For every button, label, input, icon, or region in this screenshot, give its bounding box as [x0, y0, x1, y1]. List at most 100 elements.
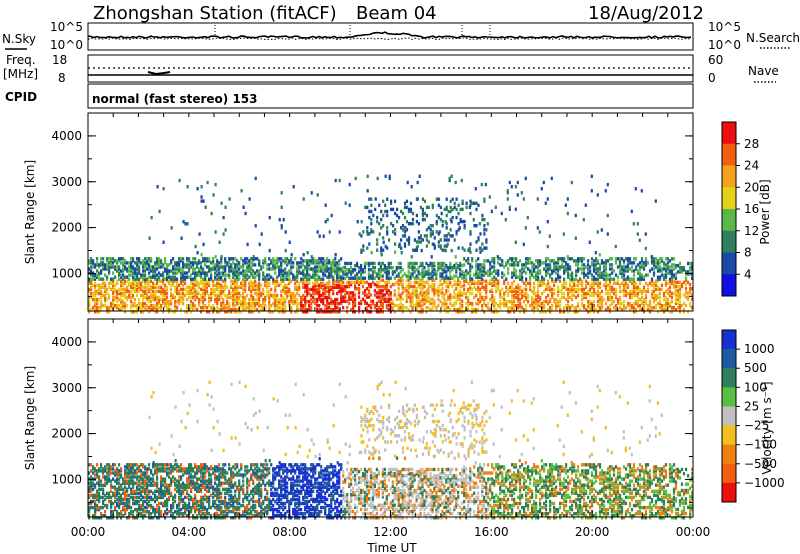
- range-gate-cell: [286, 293, 289, 298]
- range-gate-cell: [501, 275, 504, 279]
- range-gate-cell: [567, 271, 570, 275]
- range-gate-cell: [350, 282, 353, 287]
- range-gate-cell: [296, 269, 299, 273]
- freq-right-tick-top: 60: [708, 53, 723, 67]
- range-gate-cell: [628, 308, 632, 312]
- range-gate-cell: [336, 301, 339, 306]
- range-gate-cell: [88, 301, 91, 306]
- range-gate-cell: [90, 269, 93, 273]
- range-gate-cell: [306, 291, 309, 296]
- range-gate-cell: [465, 291, 468, 296]
- range-gate-cell: [654, 265, 658, 269]
- range-gate-cell: [589, 308, 592, 312]
- range-gate-cell: [654, 304, 658, 308]
- range-gate-cell: [262, 259, 265, 263]
- range-gate-cell: [636, 271, 640, 275]
- range-gate-cell: [569, 295, 572, 300]
- range-gate-cell: [646, 287, 650, 292]
- range-gate-cell: [110, 279, 113, 283]
- range-gate-cell: [636, 299, 640, 304]
- range-gate-cell: [509, 289, 512, 294]
- range-gate-cell: [124, 310, 127, 314]
- range-gate-cell: [160, 289, 163, 294]
- range-gate-cell: [298, 285, 301, 289]
- range-gate-cell: [298, 269, 301, 273]
- range-gate-cell: [132, 304, 135, 308]
- range-gate-cell: [622, 273, 626, 277]
- range-gate-cell: [559, 257, 562, 261]
- range-gate-cell: [636, 232, 639, 236]
- range-gate-cell: [142, 301, 145, 306]
- range-gate-cell: [656, 275, 660, 279]
- range-gate-cell: [390, 199, 393, 203]
- range-gate-cell: [152, 306, 155, 310]
- range-gate-cell: [604, 189, 607, 193]
- range-gate-cell: [124, 279, 127, 283]
- range-gate-cell: [461, 284, 464, 289]
- range-gate-cell: [216, 285, 219, 289]
- range-gate-cell: [592, 308, 596, 312]
- range-gate-cell: [326, 301, 329, 306]
- range-gate-cell: [330, 267, 333, 271]
- range-gate-cell: [664, 297, 668, 302]
- range-gate-cell: [208, 310, 211, 314]
- range-gate-cell: [589, 289, 592, 294]
- range-gate-cell: [497, 279, 500, 283]
- range-gate-cell: [326, 281, 329, 285]
- range-gate-cell: [453, 238, 456, 242]
- range-gate-cell: [250, 273, 253, 277]
- range-gate-cell: [302, 281, 305, 285]
- range-gate-cell: [600, 299, 604, 304]
- range-gate-cell: [124, 301, 127, 306]
- range-gate-cell: [606, 291, 610, 296]
- range-gate-cell: [232, 289, 235, 294]
- range-gate-cell: [666, 261, 670, 265]
- range-gate-cell: [120, 273, 123, 277]
- range-gate-cell: [573, 306, 576, 310]
- range-gate-cell: [579, 287, 582, 292]
- range-gate-cell: [407, 276, 410, 280]
- range-gate-cell: [124, 287, 127, 292]
- range-gate-cell: [555, 297, 558, 302]
- range-gate-cell: [557, 285, 560, 289]
- range-gate-cell: [441, 274, 444, 278]
- range-gate-cell: [674, 308, 678, 312]
- range-gate-cell: [116, 510, 119, 514]
- range-gate-cell: [449, 301, 452, 306]
- range-gate-cell: [527, 281, 530, 285]
- range-gate-cell: [459, 280, 462, 285]
- range-gate-cell: [150, 269, 153, 273]
- range-gate-cell: [126, 297, 129, 302]
- range-gate-cell: [258, 273, 261, 277]
- range-gate-cell: [537, 283, 540, 287]
- range-gate-cell: [386, 226, 389, 230]
- range-gate-cell: [132, 497, 135, 502]
- range-gate-cell: [152, 297, 155, 302]
- range-gate-cell: [648, 306, 652, 310]
- range-gate-cell: [88, 495, 91, 500]
- range-gate-cell: [144, 306, 147, 310]
- range-gate-cell: [298, 281, 301, 285]
- range-gate-cell: [674, 276, 678, 280]
- range-gate-cell: [178, 291, 181, 296]
- range-gate-cell: [290, 265, 293, 269]
- range-gate-cell: [585, 291, 588, 296]
- range-gate-cell: [90, 257, 93, 261]
- range-gate-cell: [392, 230, 395, 234]
- colorbar-segment: [722, 252, 736, 275]
- range-gate-cell: [415, 303, 418, 308]
- range-gate-cell: [194, 244, 197, 249]
- range-gate-cell: [467, 299, 470, 304]
- range-gate-cell: [130, 512, 133, 516]
- range-gate-cell: [280, 279, 283, 283]
- range-gate-cell: [487, 259, 490, 263]
- range-gate-cell: [338, 275, 341, 279]
- range-gate-cell: [90, 295, 93, 300]
- range-gate-cell: [523, 310, 526, 314]
- range-gate-cell: [377, 276, 380, 280]
- range-gate-cell: [104, 475, 107, 479]
- range-gate-cell: [116, 261, 119, 265]
- range-gate-cell: [302, 197, 305, 201]
- range-gate-cell: [124, 479, 127, 483]
- cpid-label: CPID: [5, 90, 37, 104]
